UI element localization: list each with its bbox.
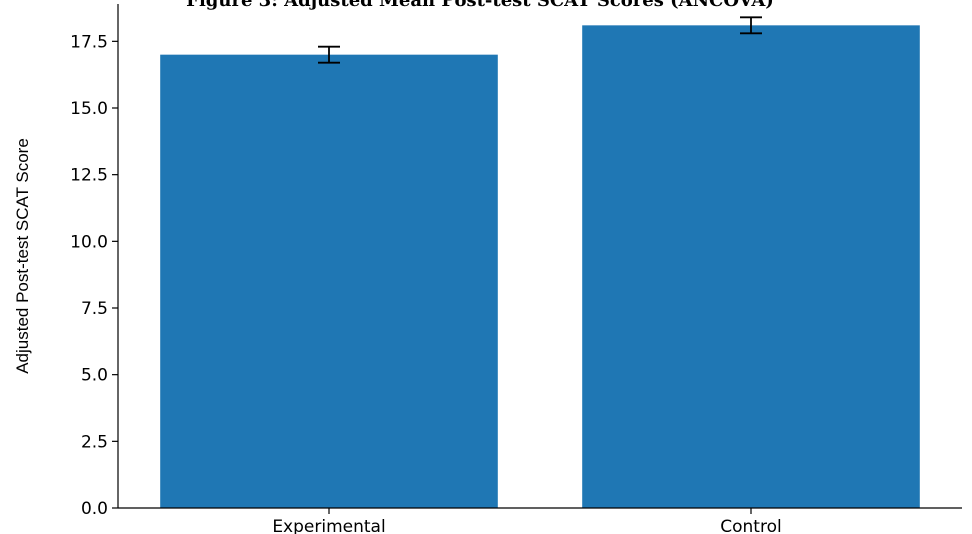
chart-title: Figure 3: Adjusted Mean Post-test SCAT S… [186, 0, 774, 11]
error-bar-experimental [318, 45, 340, 64]
y-tick-label: 2.5 [81, 432, 108, 452]
x-tick-label-control: Control [720, 517, 781, 534]
y-axis-title: Adjusted Post-test SCAT Score [13, 138, 32, 374]
error-bar-control [740, 16, 762, 35]
y-tick-label: 17.5 [70, 32, 108, 52]
y-tick-label: 10.0 [70, 232, 108, 252]
x-axis-labels: Experimental Control [272, 508, 782, 534]
plot-area [160, 16, 920, 509]
y-tick-label: 5.0 [81, 366, 108, 386]
bar-experimental [160, 54, 498, 509]
y-tick-label: 0.0 [81, 499, 108, 519]
y-tick-label: 15.0 [70, 99, 108, 119]
y-axis-ticks: 0.0 2.5 5.0 7.5 10.0 12.5 15.0 17.5 [70, 32, 118, 519]
y-tick-label: 7.5 [81, 299, 108, 319]
x-tick-label-experimental: Experimental [272, 517, 385, 534]
bar-control [582, 25, 920, 508]
y-tick-label: 12.5 [70, 166, 108, 186]
